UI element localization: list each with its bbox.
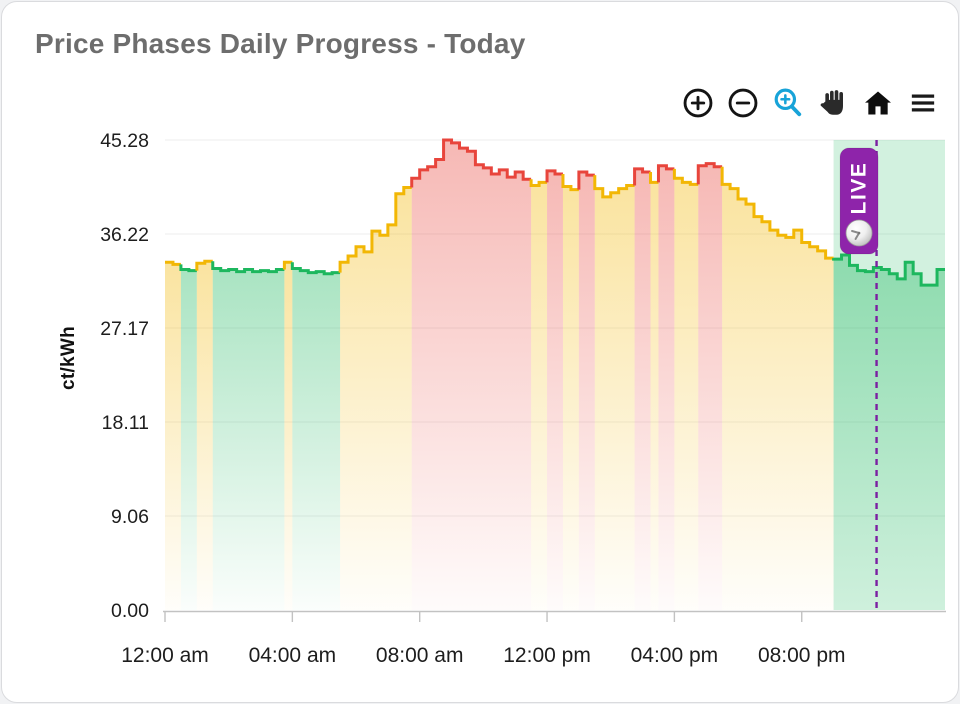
circle-plus-icon [683, 88, 713, 118]
price-step-line-red-expensive [696, 162, 723, 185]
price-area-yellow-medium [674, 178, 699, 610]
home-icon [865, 91, 891, 115]
x-tick-label: 08:00 am [376, 644, 464, 667]
price-step-line-red-expensive [633, 167, 651, 186]
price-area-green-cheap [180, 269, 197, 610]
price-step-line-yellow-medium [195, 259, 213, 271]
x-tick-label: 04:00 am [249, 644, 337, 667]
y-tick-label: 27.17 [100, 318, 149, 340]
box-zoom-button[interactable] [769, 84, 807, 122]
price-step-line-yellow-medium [338, 186, 412, 273]
price-step-line-green-cheap [290, 262, 341, 276]
price-step-line-red-expensive [545, 169, 563, 183]
price-step-line-yellow-medium [529, 179, 548, 187]
price-area-yellow-medium [562, 186, 579, 610]
price-step-line-green-cheap [211, 261, 285, 274]
price-area-yellow-medium [165, 262, 181, 610]
zoom-in-button[interactable] [679, 84, 717, 122]
price-area-red-expensive [578, 171, 595, 610]
x-tick-label: 12:00 pm [503, 644, 591, 667]
price-area-yellow-medium [722, 184, 834, 610]
price-step-line-yellow-medium [649, 171, 659, 184]
price-area-red-expensive [634, 168, 651, 611]
price-step-line-green-cheap [179, 264, 197, 273]
y-tick-label: 18.11 [102, 412, 149, 434]
price-area-yellow-medium [650, 182, 659, 610]
price-area-green-cheap [292, 268, 341, 610]
price-step-line-green-cheap [832, 253, 945, 287]
live-badge-label: LIVE [848, 162, 871, 215]
y-tick-label: 36.22 [100, 224, 149, 246]
price-step-line-yellow-medium [672, 168, 699, 186]
pan-button[interactable] [814, 84, 852, 122]
y-tick-label: 9.06 [111, 506, 149, 528]
clock-center-dot [857, 231, 861, 235]
price-area-green-cheap [833, 255, 945, 610]
x-tick-label: 04:00 pm [631, 644, 719, 667]
hand-icon [820, 90, 843, 115]
x-tick-label: 12:00 am [121, 644, 209, 667]
circle-minus-icon [728, 88, 758, 118]
page-title: Price Phases Daily Progress - Today [35, 28, 526, 59]
magnifier-plus-icon [774, 88, 802, 117]
y-tick-label: 45.28 [100, 130, 149, 152]
price-area-yellow-medium [531, 182, 548, 610]
zoom-out-button[interactable] [724, 84, 762, 122]
price-step-line-red-expensive [656, 164, 675, 183]
price-area-yellow-medium [196, 261, 213, 610]
menu-button[interactable] [904, 84, 942, 122]
price-step-line-yellow-medium [593, 175, 635, 199]
price-step-line-red-expensive [577, 170, 595, 190]
price-area-yellow-medium [284, 262, 293, 610]
live-badge[interactable]: LIVE [839, 147, 879, 255]
chart-toolbar [679, 84, 942, 122]
price-step-line-red-expensive [410, 138, 532, 188]
price-step-line-yellow-medium [165, 260, 181, 266]
price-step-line-yellow-medium [282, 260, 293, 270]
price-step-line-yellow-medium [720, 166, 834, 260]
plot-area[interactable] [165, 140, 945, 610]
price-area-red-expensive [658, 165, 675, 611]
price-area-yellow-medium [594, 185, 635, 610]
price-area-red-expensive [411, 140, 532, 610]
price-area-red-expensive [698, 163, 723, 611]
price-area-red-expensive [547, 170, 563, 610]
price-area-yellow-medium [340, 187, 412, 611]
x-tick-label: 08:00 pm [758, 644, 846, 667]
home-button[interactable] [859, 84, 897, 122]
hamburger-icon [911, 94, 935, 112]
price-step-line-yellow-medium [561, 174, 579, 192]
y-tick-label: 0.00 [111, 600, 149, 622]
price-area-green-cheap [212, 268, 285, 610]
